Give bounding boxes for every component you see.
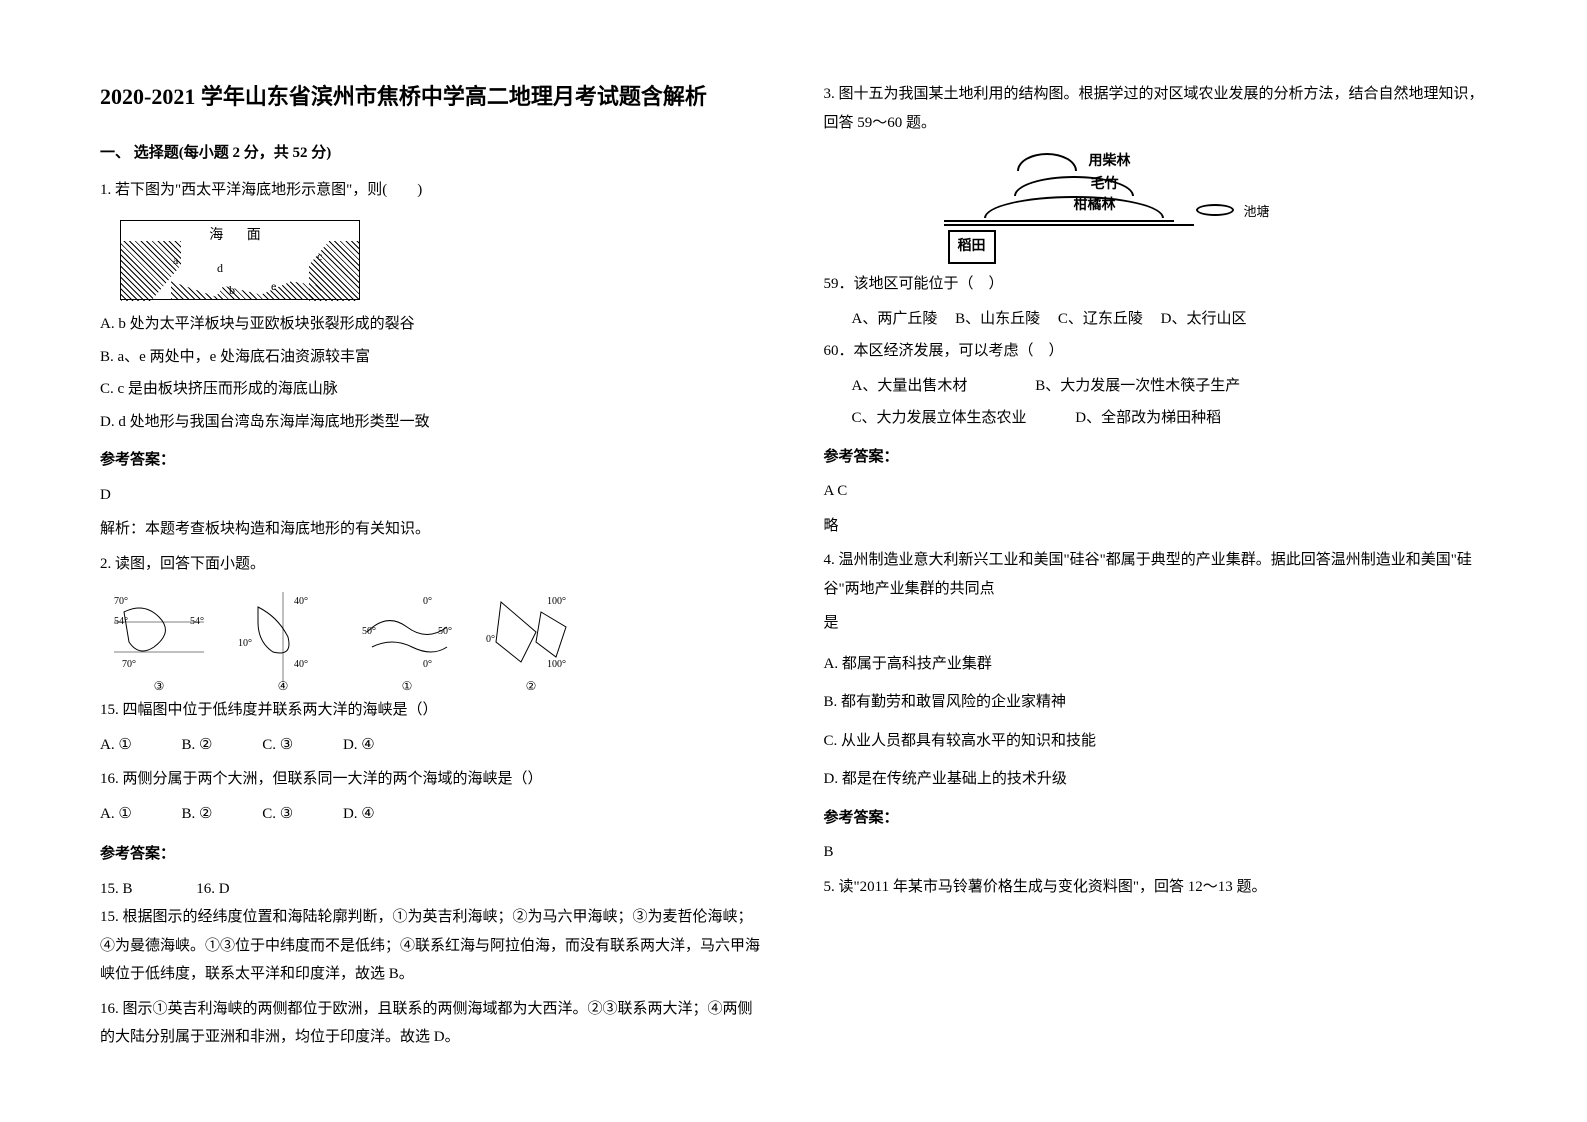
q16-opt-c: C. ③ [262, 800, 293, 829]
q1-opt-a: A. b 处为太平洋板块与亚欧板块张裂形成的裂谷 [100, 310, 764, 339]
map3-label: ① [402, 675, 413, 698]
q3-answer: A C [824, 477, 1488, 506]
sea-surface-label: 海 面 [209, 223, 271, 250]
q3-answer-label: 参考答案： [824, 443, 1488, 472]
sea-diagram: 海 面 a d b e c [120, 220, 360, 300]
q16-opt-b: B. ② [182, 800, 213, 829]
q59-a: A、两广丘陵 [852, 311, 938, 327]
q4-c: C. 从业人员都具有较高水平的知识和技能 [824, 727, 1488, 756]
q1-figure: 海 面 a d b e c [120, 220, 764, 300]
q60-d: D、全部改为梯田种稻 [1075, 410, 1221, 426]
label-e: e [271, 275, 276, 298]
q2-answer-label: 参考答案： [100, 840, 764, 869]
q4-a: A. 都属于高科技产业集群 [824, 650, 1488, 679]
map2-label: ④ [278, 675, 289, 698]
q59-c: C、辽东丘陵 [1058, 311, 1143, 327]
q4-b: B. 都有勤劳和敢冒风险的企业家精神 [824, 688, 1488, 717]
q60-c: C、大力发展立体生态农业 [852, 404, 1072, 433]
map2-mid: 10° [238, 634, 252, 653]
label-c: c [317, 245, 322, 268]
q2-q15: 15. 四幅图中位于低纬度并联系两大洋的海峡是（） [100, 696, 764, 725]
q2-q16-options: A. ① B. ② C. ③ D. ④ [100, 800, 764, 829]
q16-opt-d: D. ④ [343, 800, 375, 829]
q60-row2: C、大力发展立体生态农业 D、全部改为梯田种稻 [824, 404, 1488, 433]
q16-opt-a: A. ① [100, 800, 132, 829]
q1-opt-d: D. d 处地形与我国台湾岛东海岸海底地形类型一致 [100, 408, 764, 437]
map3-midl: 50° [362, 622, 376, 641]
map3-top: 0° [423, 592, 432, 611]
q4-d: D. 都是在传统产业基础上的技术升级 [824, 765, 1488, 794]
q5-stem: 5. 读"2011 年某市马铃薯价格生成与变化资料图"，回答 12～13 题。 [824, 873, 1488, 902]
q2-q16: 16. 两侧分属于两个大洲，但联系同一大洋的两个海域的海峡是（） [100, 765, 764, 794]
map4-mid: 0° [486, 630, 495, 649]
hill-l5: 稻田 [948, 230, 996, 265]
map-1: 70° 54° 54° 70° ③ [114, 592, 204, 682]
q2-expl16: 16. 图示①英吉利海峡的两侧都位于欧洲，且联系的两侧海域都为大西洋。②③联系两… [100, 995, 764, 1052]
q4-answer-label: 参考答案： [824, 804, 1488, 833]
map4-top: 100° [547, 592, 566, 611]
q4-answer: B [824, 838, 1488, 867]
map1-bot: 70° [122, 655, 136, 674]
q15-opt-a: A. ① [100, 731, 132, 760]
hill-l3: 柑橘林 [1074, 193, 1116, 220]
left-column: 2020-2021 学年山东省滨州市焦桥中学高二地理月考试题含解析 一、 选择题… [100, 80, 764, 1082]
map-2: 40° 10° 40° ④ [238, 592, 328, 682]
pond-icon [1196, 204, 1234, 216]
q59-d: D、太行山区 [1161, 311, 1247, 327]
q60-a: A、大量出售木材 [852, 372, 1032, 401]
map3-bot: 0° [423, 655, 432, 674]
q2-ans16: 16. D [196, 881, 229, 897]
q3-omit: 略 [824, 512, 1488, 541]
q3-q59: 59．该地区可能位于（ ） [824, 270, 1488, 299]
map1-midright: 54° [190, 612, 204, 631]
q2-q15-options: A. ① B. ② C. ③ D. ④ [100, 731, 764, 760]
map1-mid: 54° [114, 612, 128, 631]
q59-b: B、山东丘陵 [955, 311, 1040, 327]
arc-1 [1017, 153, 1077, 171]
q2-answers: 15. B 16. D [100, 875, 764, 904]
q3-q60: 60．本区经济发展，可以考虑（ ） [824, 337, 1488, 366]
q60-b: B、大力发展一次性木筷子生产 [1035, 378, 1240, 394]
q60-row1: A、大量出售木材 B、大力发展一次性木筷子生产 [824, 372, 1488, 401]
q15-opt-b: B. ② [182, 731, 213, 760]
map1-topleft: 70° [114, 592, 128, 611]
q3-stem: 3. 图十五为我国某土地利用的结构图。根据学过的对区域农业发展的分析方法，结合自… [824, 80, 1488, 137]
q1-stem: 1. 若下图为"西太平洋海底地形示意图"，则( ) [100, 176, 764, 205]
q3-hill-diagram: 用柴林 毛竹 柑橘林 池塘 稻田 [904, 149, 1244, 264]
q2-stem: 2. 读图，回答下面小题。 [100, 550, 764, 579]
q4-stem2: 是 [824, 609, 1488, 638]
q2-expl15: 15. 根据图示的经纬度位置和海陆轮廓判断，①为英吉利海峡；②为马六甲海峡；③为… [100, 903, 764, 989]
base-line-2 [944, 224, 1194, 226]
q59-options: A、两广丘陵 B、山东丘陵 C、辽东丘陵 D、太行山区 [824, 305, 1488, 334]
hatch-floor [171, 277, 321, 299]
q1-opt-c: C. c 是由板块挤压而形成的海底山脉 [100, 375, 764, 404]
q1-opt-b: B. a、e 两处中，e 处海底石油资源较丰富 [100, 343, 764, 372]
exam-title: 2020-2021 学年山东省滨州市焦桥中学高二地理月考试题含解析 [100, 80, 764, 113]
map2-top: 40° [294, 592, 308, 611]
right-column: 3. 图十五为我国某土地利用的结构图。根据学过的对区域农业发展的分析方法，结合自… [824, 80, 1488, 1082]
map4-bot: 100° [547, 655, 566, 674]
hill-l4: 池塘 [1243, 200, 1269, 225]
q1-answer: D [100, 481, 764, 510]
q2-maps: 70° 54° 54° 70° ③ 40° 10° 40° ④ 0° 50° 5… [114, 592, 764, 682]
map-4: 100° 0° 100° ② [486, 592, 576, 682]
q2-ans15: 15. B [100, 881, 133, 897]
label-a: a [173, 249, 178, 272]
map-3: 0° 50° 50° 0° ① [362, 592, 452, 682]
q1-answer-label: 参考答案： [100, 446, 764, 475]
map4-label: ② [526, 675, 537, 698]
q15-opt-c: C. ③ [262, 731, 293, 760]
q1-explanation: 解析：本题考查板块构造和海底地形的有关知识。 [100, 515, 764, 544]
map1-label: ③ [154, 675, 165, 698]
map2-bot: 40° [294, 655, 308, 674]
q15-opt-d: D. ④ [343, 731, 375, 760]
section-1-header: 一、 选择题(每小题 2 分，共 52 分) [100, 139, 764, 168]
label-b: b [229, 279, 235, 302]
map3-midr: 50° [438, 622, 452, 641]
label-d: d [217, 257, 223, 280]
q4-stem: 4. 温州制造业意大利新兴工业和美国"硅谷"都属于典型的产业集群。据此回答温州制… [824, 546, 1488, 603]
